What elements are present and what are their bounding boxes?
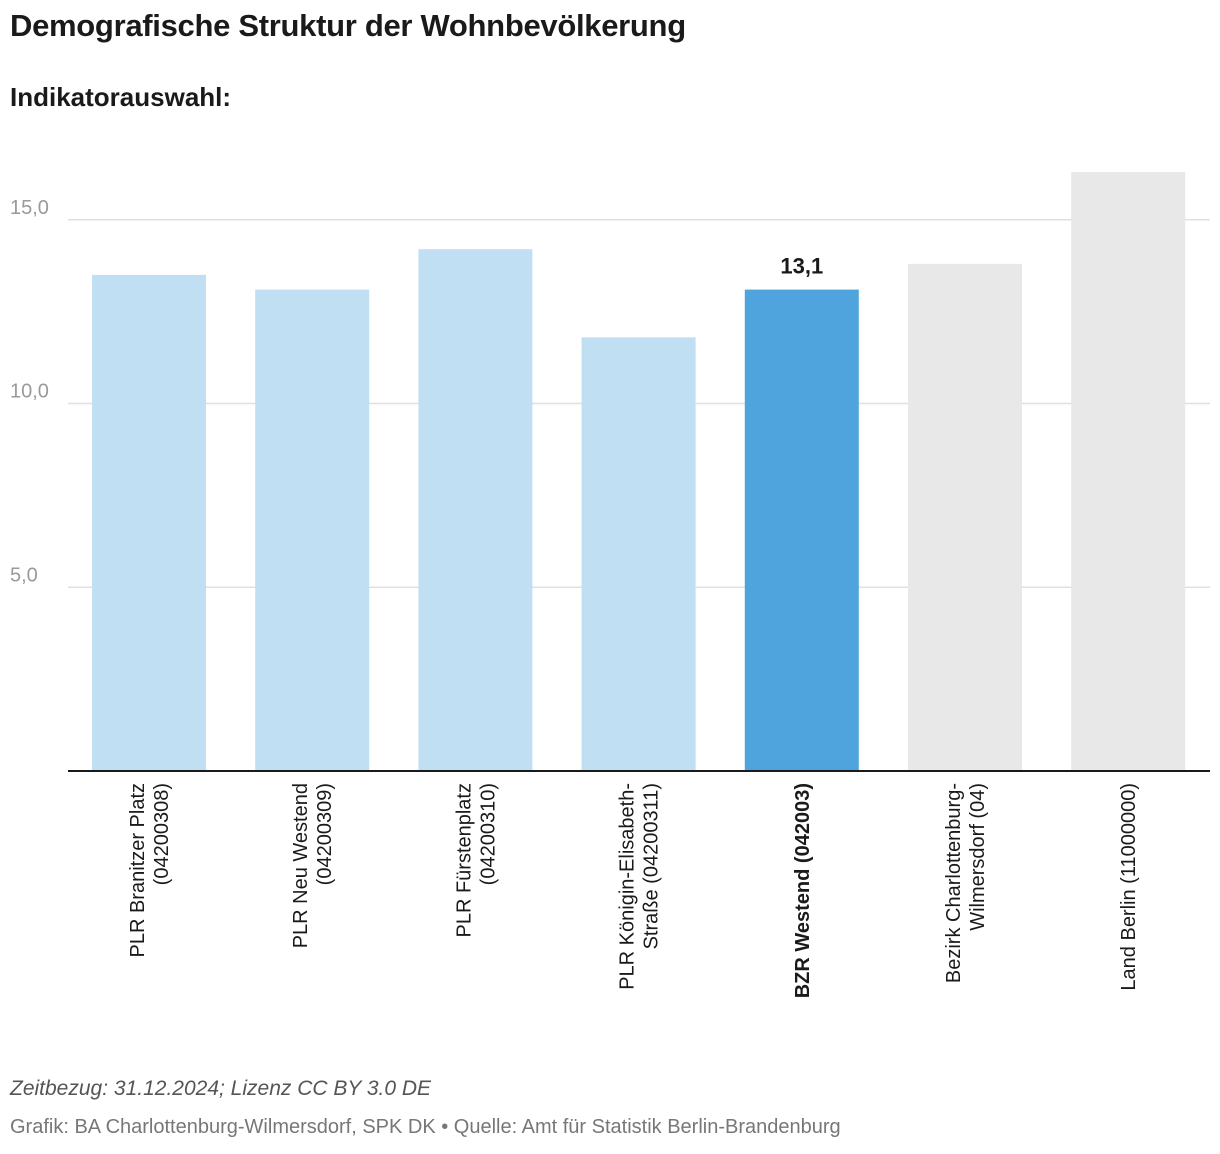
bar: [418, 249, 533, 772]
x-category-label: PLR Branitzer Platz: [127, 783, 149, 958]
x-category-label: Straße (04200311): [641, 783, 663, 949]
bar: [908, 263, 1022, 771]
y-tick-label: 15,0: [10, 197, 49, 219]
bar: [92, 274, 206, 771]
bar: [581, 337, 696, 771]
bar: [744, 289, 859, 771]
x-category-label: (04200309): [314, 783, 336, 885]
x-category-label: PLR Fürstenplatz: [453, 783, 475, 938]
x-category-label: PLR Neu Westend: [290, 783, 312, 948]
y-tick-label: 10,0: [10, 381, 49, 403]
x-category-label: PLR Königin-Elisabeth-: [617, 783, 639, 990]
x-category-label: Bezirk Charlottenburg-: [943, 783, 965, 983]
time-reference-note: Zeitbezug: 31.12.2024; Lizenz CC BY 3.0 …: [10, 1077, 432, 1100]
source-credit: Grafik: BA Charlottenburg-Wilmersdorf, S…: [10, 1116, 841, 1138]
x-category-label: (04200308): [151, 783, 173, 885]
indicator-selection-label: Indikatorauswahl:: [10, 82, 232, 112]
x-category-label: (04200310): [477, 783, 499, 885]
bar: [255, 289, 370, 771]
data-label: 13,1: [780, 254, 823, 279]
x-category-label: BZR Westend (042003): [792, 783, 814, 998]
chart-title: Demografische Struktur der Wohnbevölkeru…: [10, 8, 686, 43]
x-category-label: Wilmersdorf (04): [967, 783, 989, 931]
bar: [1071, 172, 1186, 771]
y-tick-label: 5,0: [10, 564, 38, 586]
x-category-label: Land Berlin (11000000): [1118, 783, 1140, 991]
